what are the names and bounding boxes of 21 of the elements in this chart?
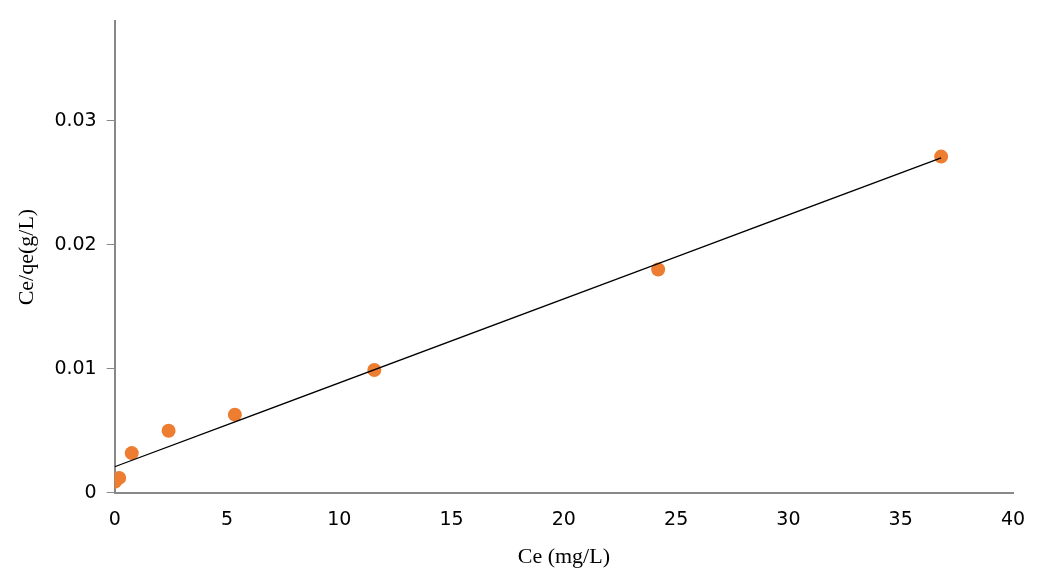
x-tick-label: 5 — [220, 507, 234, 530]
x-tick-label: 20 — [551, 507, 576, 530]
y-tick-label: 0 — [84, 479, 97, 502]
y-tick-label: 0.01 — [54, 355, 97, 378]
y-tick-label: 0.03 — [54, 107, 97, 130]
point — [651, 262, 666, 277]
x-tick-label: 15 — [439, 507, 464, 530]
y-tick-label: 0.02 — [54, 231, 97, 254]
point — [227, 407, 242, 422]
point — [124, 446, 139, 461]
x-tick-label: 30 — [776, 507, 801, 530]
x-tick-label: 0 — [108, 507, 121, 530]
x-tick-label: 25 — [664, 507, 689, 530]
x-axis-title: Ce (mg/L) — [517, 542, 610, 568]
point — [934, 149, 949, 164]
y-axis-title: Ce/qe(g/L) — [12, 208, 38, 306]
x-tick-label: 40 — [1000, 507, 1026, 530]
point — [161, 423, 176, 438]
x-tick-label: 35 — [888, 507, 913, 530]
x-tick-label: 10 — [327, 507, 352, 530]
point — [114, 470, 127, 485]
